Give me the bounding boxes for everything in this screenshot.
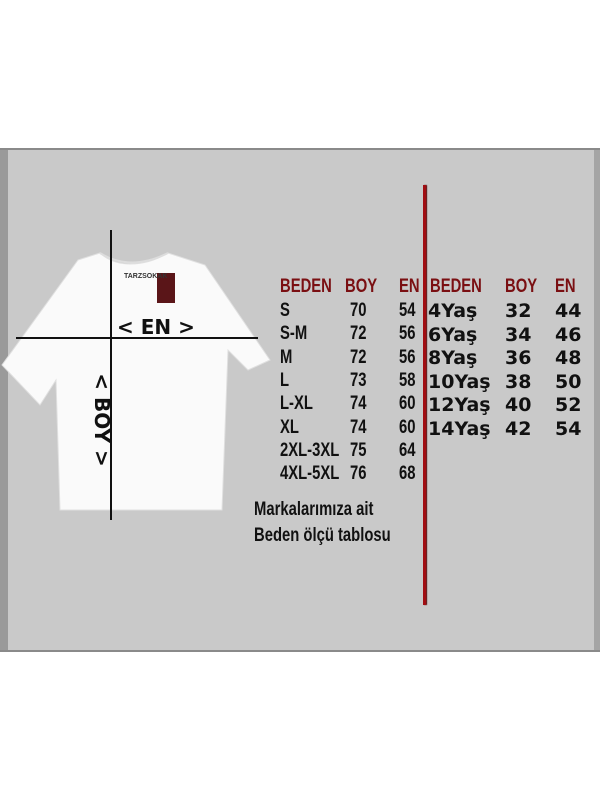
adult-cell: 73 (350, 369, 367, 391)
kids-cell: 32 (505, 300, 532, 322)
adult-header-boy: BOY (345, 276, 378, 297)
kids-cell: 8Yaş (428, 347, 478, 369)
adult-cell: 64 (399, 439, 416, 461)
kids-cell: 54 (555, 417, 582, 440)
adult-cell: 72 (350, 323, 367, 345)
adult-header-en: EN (399, 276, 420, 297)
width-label: < EN > (117, 315, 195, 339)
kids-header-boy: BOY (505, 276, 538, 297)
adult-cell: XL (280, 416, 299, 438)
adult-header-beden: BEDEN (280, 276, 332, 297)
kids-cell: 14Yaş (428, 417, 491, 440)
adult-cell: 58 (399, 369, 416, 391)
brand-tag (157, 273, 175, 303)
kids-cell: 10Yaş (428, 370, 491, 393)
adult-cell: 2XL-3XL (280, 439, 340, 461)
adult-cell: S (280, 300, 290, 321)
adult-cell: 4XL-5XL (280, 463, 340, 485)
adult-cell: 56 (399, 323, 416, 345)
adult-cell: 72 (350, 346, 367, 368)
adult-cell: 60 (399, 393, 416, 415)
kids-cell: 4Yaş (428, 300, 478, 322)
note-line-2: Beden ölçü tablosu (254, 525, 391, 546)
kids-header-beden: BEDEN (430, 276, 482, 297)
adult-cell: 54 (399, 300, 416, 321)
adult-cell: 75 (350, 439, 367, 461)
adult-cell: L-XL (280, 393, 313, 415)
divider-line (423, 185, 426, 605)
adult-cell: S-M (280, 323, 308, 345)
adult-cell: 74 (350, 393, 367, 415)
kids-cell: 6Yaş (428, 323, 478, 346)
kids-cell: 50 (555, 370, 582, 393)
kids-cell: 36 (505, 347, 532, 369)
adult-cell: 68 (399, 463, 416, 485)
adult-cell: 70 (350, 300, 367, 321)
kids-cell: 34 (505, 323, 532, 346)
adult-cell: 74 (350, 416, 367, 438)
kids-cell: 46 (555, 323, 582, 346)
kids-cell: 38 (505, 370, 532, 393)
adult-cell: M (280, 346, 293, 368)
note-line-1: Markalarımıza ait (254, 499, 374, 520)
length-label: < BOY > (90, 373, 114, 467)
tshirt-illustration (1, 230, 271, 520)
brand-label: TARZSOKAK (124, 273, 168, 280)
adult-cell: 56 (399, 346, 416, 368)
kids-cell: 42 (505, 417, 532, 440)
kids-header-en: EN (555, 276, 576, 297)
kids-cell: 44 (555, 300, 582, 322)
kids-cell: 52 (555, 394, 582, 416)
kids-cell: 48 (555, 347, 582, 369)
adult-cell: 76 (350, 463, 367, 485)
kids-cell: 12Yaş (428, 394, 491, 416)
adult-cell: L (280, 369, 290, 391)
adult-cell: 60 (399, 416, 416, 438)
kids-cell: 40 (505, 394, 532, 416)
